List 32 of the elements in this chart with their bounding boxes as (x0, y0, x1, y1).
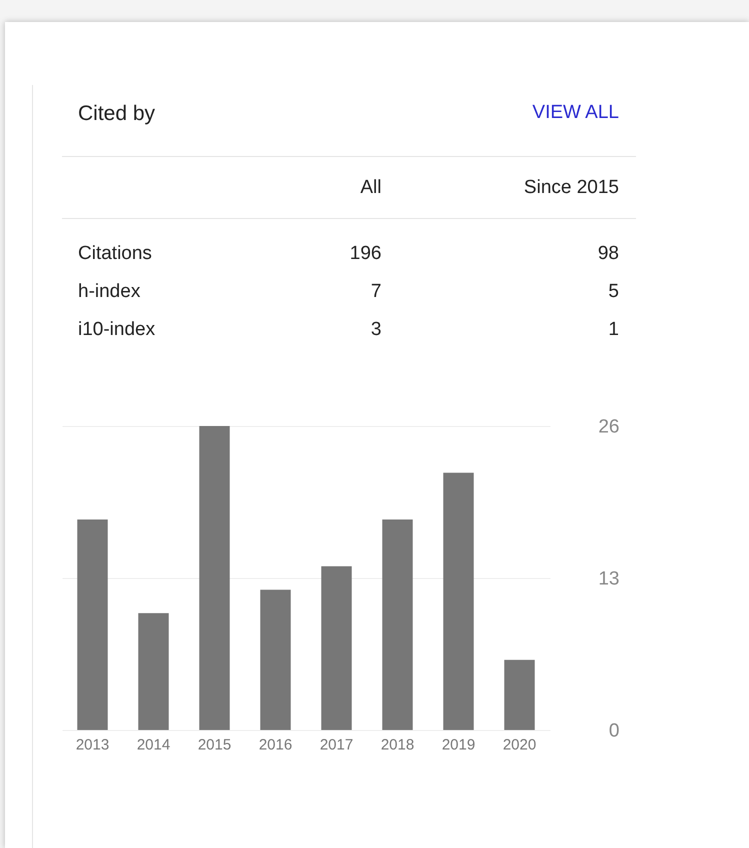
bar (321, 566, 352, 730)
bar (443, 472, 474, 730)
category-label: h-index (78, 281, 140, 302)
x-tick-label: 2020 (502, 736, 536, 754)
bar (77, 520, 108, 730)
x-tick-label: 2019 (442, 736, 476, 754)
bar (260, 590, 291, 730)
x-tick-label: 2017 (320, 736, 354, 754)
text: 98 (598, 243, 619, 264)
text: 3 (370, 319, 382, 340)
text: 196 (350, 243, 382, 264)
bar (138, 613, 169, 730)
x-tick-label: 2014 (136, 736, 170, 754)
bar (504, 660, 535, 730)
text: Cited by (78, 102, 156, 126)
category-label: i10-index (78, 319, 156, 340)
text: 5 (608, 281, 619, 302)
bar (382, 520, 413, 730)
bar (199, 426, 230, 730)
text: 1 (608, 319, 619, 340)
category-label: Citations (78, 243, 152, 264)
y-tick-label: 0 (608, 720, 620, 742)
category-label: All (295, 157, 398, 218)
category-label: Since 2015 (398, 157, 636, 218)
text: VIEW ALL (532, 102, 619, 124)
x-tick-label: 2016 (258, 736, 292, 754)
y-tick-label: 26 (598, 416, 620, 438)
x-tick-label: 2013 (76, 736, 110, 754)
y-tick-label: 13 (598, 568, 620, 590)
x-tick-label: 2015 (198, 736, 232, 754)
text: 7 (370, 281, 382, 302)
x-tick-label: 2018 (380, 736, 414, 754)
